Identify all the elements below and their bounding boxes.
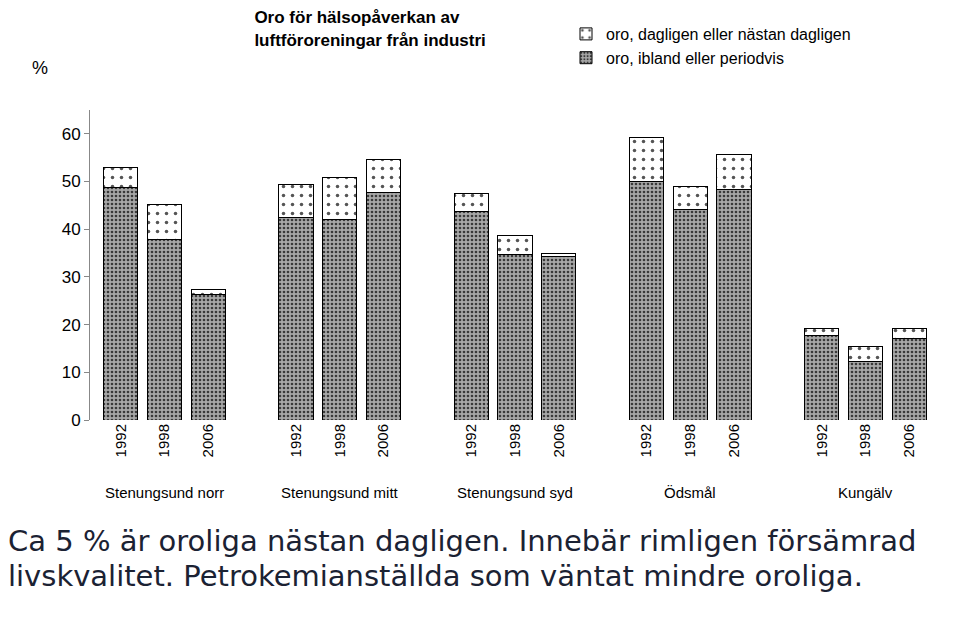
svg-text:Stenungsund mitt: Stenungsund mitt [281, 484, 399, 501]
svg-text:1992: 1992 [462, 424, 479, 457]
svg-text:10: 10 [62, 363, 81, 382]
svg-text:20: 20 [62, 316, 81, 335]
svg-text:Stenungsund syd: Stenungsund syd [457, 484, 573, 501]
svg-text:1998: 1998 [856, 424, 873, 457]
svg-text:1992: 1992 [287, 424, 304, 457]
svg-text:2006: 2006 [199, 424, 216, 457]
svg-text:1998: 1998 [155, 424, 172, 457]
html-text:Ca 5 % är oroliga nästan dagli: Ca 5 % är oroliga nästan dagligen. Inneb… [8, 524, 917, 593]
svg-text:2006: 2006 [900, 424, 917, 457]
svg-text:Ödsmål: Ödsmål [664, 484, 716, 501]
svg-text:2006: 2006 [550, 424, 567, 457]
svg-text:50: 50 [62, 172, 81, 191]
svg-text:40: 40 [62, 220, 81, 239]
svg-text:oro, dagligen eller nästan dag: oro, dagligen eller nästan dagligen [606, 26, 851, 43]
svg-text:1992: 1992 [112, 424, 129, 457]
svg-text:30: 30 [62, 268, 81, 287]
svg-text:2006: 2006 [374, 424, 391, 457]
svg-text:1992: 1992 [813, 424, 830, 457]
svg-text:1998: 1998 [506, 424, 523, 457]
svg-text:1998: 1998 [331, 424, 348, 457]
svg-text:Oro för hälsopåverkan avluftfö: Oro för hälsopåverkan avluftföroreningar… [254, 8, 485, 49]
svg-text:Stenungsund norr: Stenungsund norr [105, 484, 224, 501]
svg-text:Kungälv: Kungälv [838, 484, 893, 501]
svg-text:1992: 1992 [637, 424, 654, 457]
svg-text:%: % [32, 58, 48, 78]
svg-text:60: 60 [62, 125, 81, 144]
svg-text:0: 0 [71, 411, 80, 430]
svg-text:2006: 2006 [725, 424, 742, 457]
svg-text:oro, ibland eller periodvis: oro, ibland eller periodvis [606, 50, 784, 67]
svg-text:1998: 1998 [681, 424, 698, 457]
